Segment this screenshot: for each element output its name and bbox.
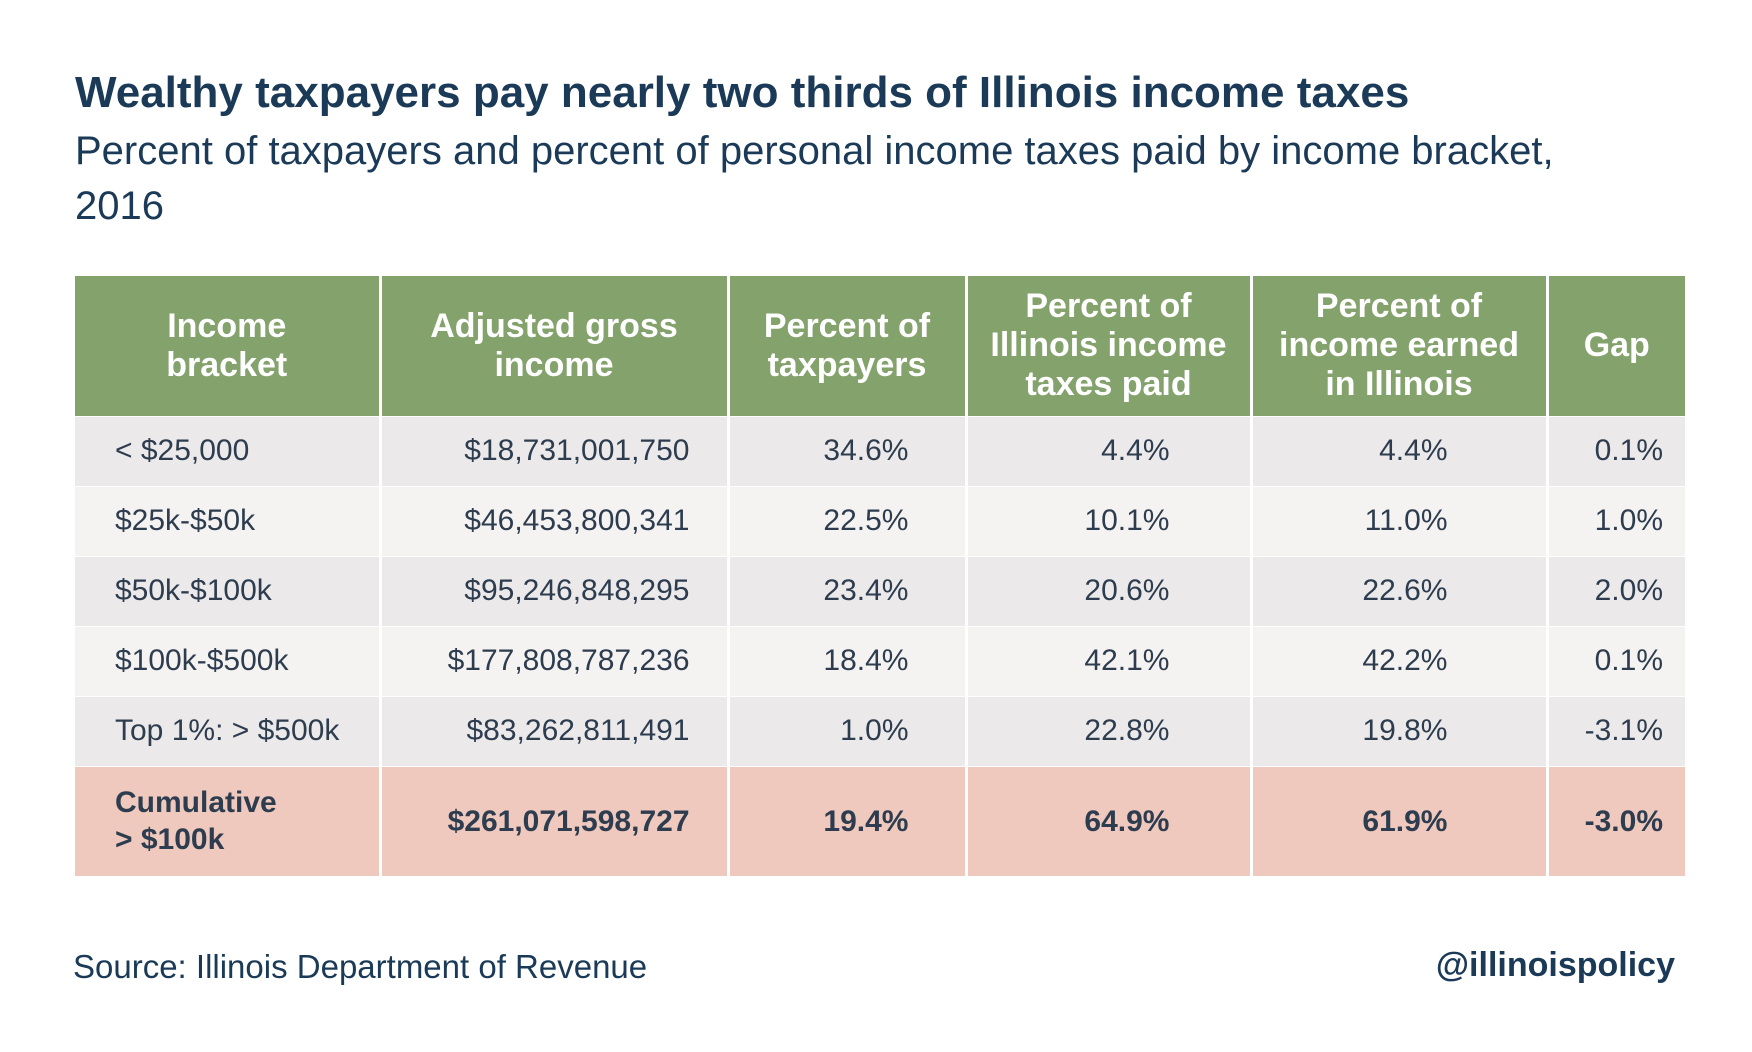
table-cell: $46,453,800,341 — [380, 485, 730, 556]
table-cell: $18,731,001,750 — [380, 415, 730, 486]
table-row: $50k-$100k $95,246,848,295 23.4% 20.6% 2… — [75, 555, 1685, 626]
social-handle: @illinoispolicy — [1435, 946, 1675, 984]
table-row: $100k-$500k $177,808,787,236 18.4% 42.1%… — [75, 625, 1685, 696]
table-cell: $83,262,811,491 — [380, 695, 730, 766]
table-cell: 2.0% — [1547, 555, 1685, 626]
chart-title: Wealthy taxpayers pay nearly two thirds … — [75, 68, 1410, 117]
table-cell: $50k-$100k — [75, 555, 382, 626]
table-cell: < $25,000 — [75, 415, 382, 486]
table-cell: Top 1%: > $500k — [75, 695, 382, 766]
total-cell: 64.9% — [966, 765, 1253, 876]
table-cell: 0.1% — [1547, 625, 1685, 696]
table-cell: 4.4% — [1251, 415, 1549, 486]
table-cell: 23.4% — [728, 555, 968, 626]
table-row: $25k-$50k $46,453,800,341 22.5% 10.1% 11… — [75, 485, 1685, 556]
table-cell: 18.4% — [728, 625, 968, 696]
table-cell: 11.0% — [1251, 485, 1549, 556]
table-cell: 22.8% — [966, 695, 1253, 766]
table-cell: 34.6% — [728, 415, 968, 486]
total-cell: $261,071,598,727 — [380, 765, 730, 876]
table-cell: 22.5% — [728, 485, 968, 556]
table-row: Top 1%: > $500k $83,262,811,491 1.0% 22.… — [75, 695, 1685, 766]
table-cell: $25k-$50k — [75, 485, 382, 556]
table-cell: $100k-$500k — [75, 625, 382, 696]
chart-subtitle: Percent of taxpayers and percent of pers… — [75, 129, 1554, 228]
table-cell: $177,808,787,236 — [380, 625, 730, 696]
total-cell: 19.4% — [728, 765, 968, 876]
column-header-adjusted-gross-income: Adjusted gross income — [380, 276, 730, 416]
table-cell: $95,246,848,295 — [380, 555, 730, 626]
total-cell: 61.9% — [1251, 765, 1549, 876]
table-cell: 1.0% — [1547, 485, 1685, 556]
table-row: < $25,000 $18,731,001,750 34.6% 4.4% 4.4… — [75, 415, 1685, 486]
table-cell: 42.2% — [1251, 625, 1549, 696]
total-cell: -3.0% — [1547, 765, 1685, 876]
cumulative-total-row: Cumulative > $100k $261,071,598,727 19.4… — [75, 765, 1685, 876]
table-cell: 20.6% — [966, 555, 1253, 626]
column-header-income-bracket: Income bracket — [75, 276, 382, 416]
table-cell: 4.4% — [966, 415, 1253, 486]
column-header-percent-of-income-earned: Percent of income earned in Illinois — [1251, 276, 1549, 416]
table-cell: -3.1% — [1547, 695, 1685, 766]
table-cell: 19.8% — [1251, 695, 1549, 766]
table-cell: 1.0% — [728, 695, 968, 766]
source-note: Source: Illinois Department of Revenue — [73, 948, 648, 985]
table-cell: 0.1% — [1547, 415, 1685, 486]
total-cell: Cumulative > $100k — [75, 765, 382, 876]
table-header-row: Income bracket Adjusted gross income Per… — [75, 276, 1685, 416]
table-cell: 22.6% — [1251, 555, 1549, 626]
column-header-percent-of-taxes-paid: Percent of Illinois income taxes paid — [966, 276, 1253, 416]
column-header-percent-of-taxpayers: Percent of taxpayers — [728, 276, 968, 416]
column-header-gap: Gap — [1547, 276, 1685, 416]
income-tax-table: Income bracket Adjusted gross income Per… — [75, 276, 1685, 876]
table-cell: 10.1% — [966, 485, 1253, 556]
table-cell: 42.1% — [966, 625, 1253, 696]
